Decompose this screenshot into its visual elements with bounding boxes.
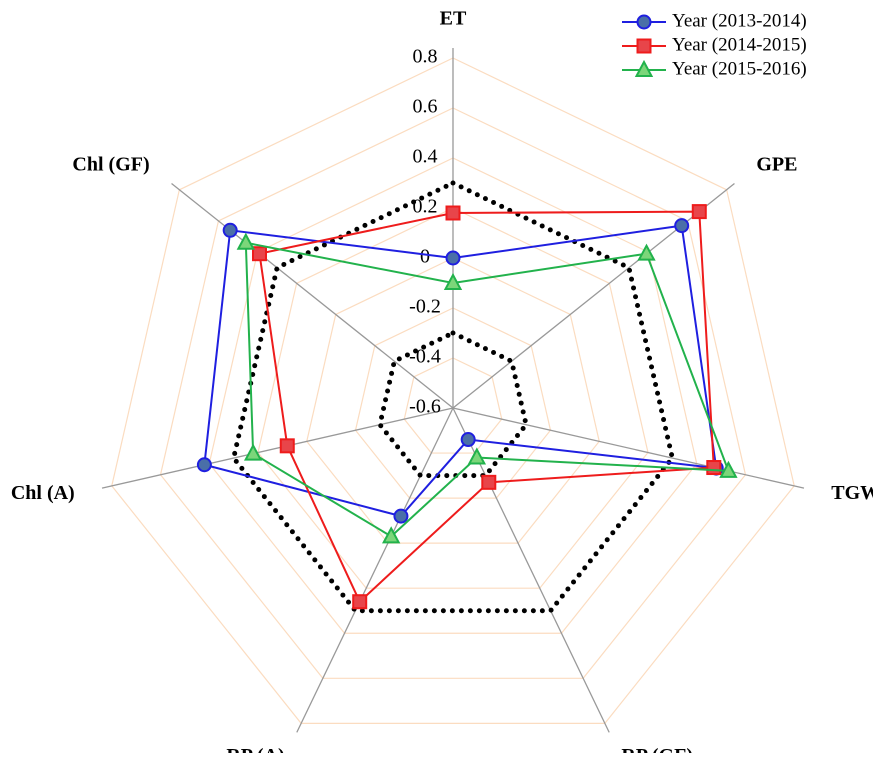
marker [636,38,652,54]
axis-line [452,407,805,489]
tick-label: 0.2 [413,196,438,218]
grid-ring [111,57,795,724]
grid-ring [257,207,649,589]
axis-line [101,407,454,489]
marker [443,272,463,290]
axis-label: RP (A) [226,745,284,753]
axis-label: Chl (A) [11,482,75,504]
marker [251,246,267,262]
marker [467,447,487,465]
marker [445,205,461,221]
reference-ring [230,180,676,614]
grid-ring [208,157,698,634]
axis-label: RP (GF) [621,745,693,753]
marker [382,526,401,544]
marker [393,508,409,524]
tick-label: 0.8 [413,46,438,68]
axis-line [296,407,454,733]
grid-ring [354,307,552,499]
axis-label: GPE [756,154,797,176]
marker [445,250,461,266]
marker [691,204,707,220]
marker [481,474,497,490]
tick-label: 0.6 [413,96,438,118]
marker [243,443,263,461]
axis-label: TGW [831,482,873,504]
tick-label: 0 [420,246,430,268]
grid-ring [306,257,600,544]
axis-label: ET [440,8,467,30]
legend-text: Year (2013-2014) [672,10,807,31]
marker [196,457,212,473]
grid-ring [159,107,747,679]
marker [279,438,295,454]
marker [636,14,652,30]
tick-label: -0.4 [409,346,441,368]
marker [222,222,238,238]
marker [637,243,656,261]
marker [634,59,654,77]
series-line [244,241,730,538]
marker [706,460,722,476]
marker [719,460,738,478]
series-line [258,210,715,604]
marker [236,232,255,250]
marker [674,218,690,234]
series-line [203,224,718,518]
axis-label: Chl (GF) [72,154,149,176]
marker [460,432,476,448]
tick-label: -0.6 [409,396,441,418]
legend-text: Year (2014-2015) [672,34,807,55]
axis-line [171,183,454,409]
reference-ring [377,330,529,479]
legend-text: Year (2015-2016) [672,58,807,79]
tick-label: -0.2 [409,296,441,318]
marker [352,594,368,610]
tick-label: 0.4 [413,146,438,168]
grid-ring [403,357,503,454]
